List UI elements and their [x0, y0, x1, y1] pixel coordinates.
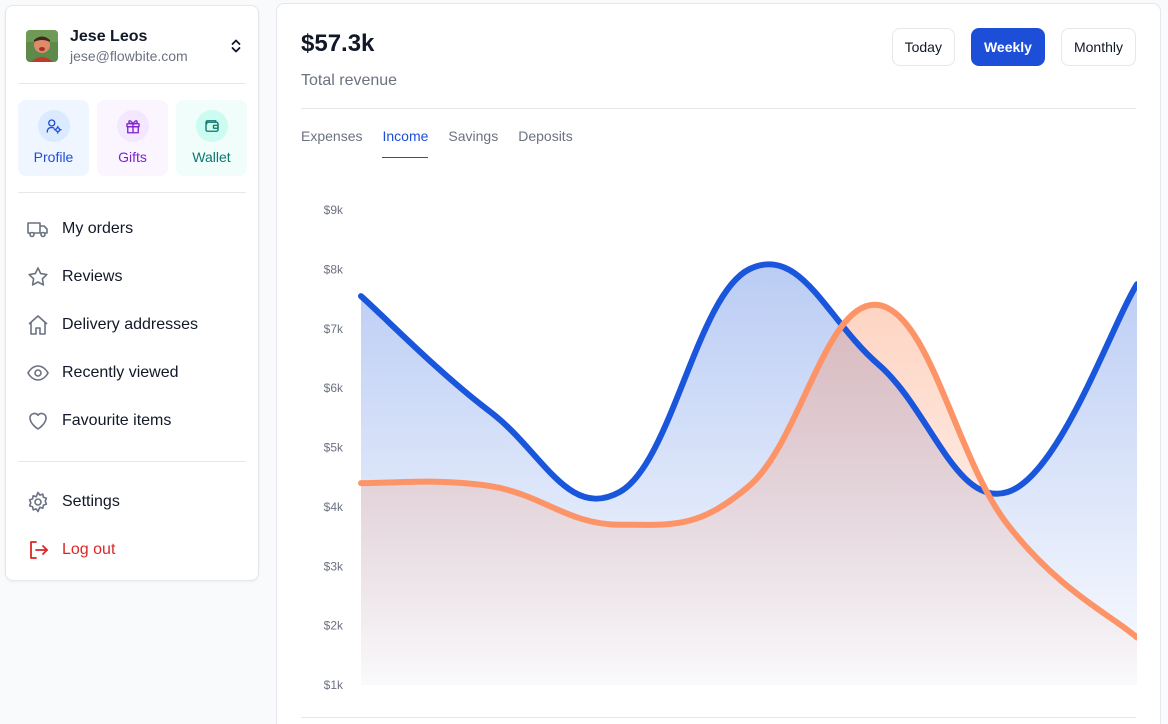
menu-item-label: Reviews: [62, 268, 123, 285]
tab-income[interactable]: Income: [382, 128, 429, 158]
y-tick-label: $3k: [324, 559, 344, 573]
profile-button[interactable]: Profile: [18, 100, 89, 176]
truck-icon: [27, 222, 48, 238]
y-tick-label: $2k: [324, 619, 344, 633]
home-icon: [28, 315, 48, 335]
wallet-icon: [195, 110, 228, 142]
user-email: jese@flowbite.com: [70, 48, 188, 64]
divider: [301, 108, 1136, 109]
tab-savings[interactable]: Savings: [448, 128, 499, 144]
heart-icon: [29, 412, 47, 430]
y-tick-label: $8k: [324, 262, 344, 276]
wallet-label: Wallet: [192, 149, 231, 165]
tab-expenses[interactable]: Expenses: [301, 128, 363, 144]
quick-actions: Profile Gifts Wallet: [18, 100, 247, 176]
series-blue-line: [358, 261, 1137, 502]
profile-label: Profile: [33, 149, 74, 165]
star-icon: [28, 267, 48, 286]
divider: [18, 192, 246, 193]
menu-item-label: Favourite items: [62, 412, 172, 429]
revenue-panel: $57.3k Total revenue Today Weekly Monthl…: [276, 3, 1161, 724]
menu-item-settings[interactable]: Settings: [18, 478, 248, 526]
user-menu-toggle[interactable]: Jese Leos jese@flowbite.com: [26, 26, 246, 66]
menu-item-label: Recently viewed: [62, 364, 179, 381]
total-revenue-label: Total revenue: [301, 72, 398, 89]
period-selector: Today Weekly Monthly: [891, 28, 1136, 66]
divider: [18, 83, 246, 84]
divider: [18, 461, 246, 462]
y-tick-label: $1k: [324, 678, 344, 692]
y-tick-label: $7k: [324, 322, 344, 336]
gear-icon: [28, 491, 48, 513]
menu-item-recently-viewed[interactable]: Recently viewed: [18, 349, 248, 397]
menu-item-label: Log out: [62, 541, 116, 558]
user-gear-icon: [37, 110, 70, 142]
period-today-button[interactable]: Today: [891, 28, 955, 66]
gifts-label: Gifts: [118, 149, 147, 165]
chevron-up-down-icon: [228, 36, 244, 56]
period-monthly-button[interactable]: Monthly: [1060, 28, 1136, 66]
menu-item-favourite-items[interactable]: Favourite items: [18, 397, 248, 445]
tab-deposits[interactable]: Deposits: [518, 128, 573, 144]
income-area-chart: $1k $2k $3k $4k $5k $6k $7k $8k $9k: [324, 203, 1137, 692]
menu-item-label: Settings: [62, 493, 120, 510]
y-tick-label: $4k: [324, 500, 344, 514]
period-weekly-button[interactable]: Weekly: [970, 28, 1045, 66]
logout-icon: [30, 541, 48, 559]
user-name: Jese Leos: [70, 28, 148, 45]
menu-item-delivery-addresses[interactable]: Delivery addresses: [18, 301, 248, 349]
series-orange-line: [358, 301, 1137, 641]
avatar: [26, 30, 58, 62]
eye-icon: [27, 365, 49, 381]
gift-icon: [116, 110, 149, 142]
sidebar: Jese Leos jese@flowbite.com Profile: [5, 5, 259, 581]
chart-tabs: Expenses Income Savings Deposits: [301, 128, 573, 158]
menu-item-label: My orders: [62, 220, 134, 237]
wallet-button[interactable]: Wallet: [176, 100, 247, 176]
total-revenue-value: $57.3k: [301, 30, 375, 57]
menu-item-log-out[interactable]: Log out: [18, 526, 248, 574]
account-menu-bottom: Settings Log out: [18, 478, 248, 574]
y-tick-label: $9k: [324, 203, 344, 217]
gifts-button[interactable]: Gifts: [97, 100, 168, 176]
menu-item-reviews[interactable]: Reviews: [18, 253, 248, 301]
divider: [301, 717, 1136, 718]
account-menu: My orders Reviews Delivery addresses Rec…: [18, 205, 248, 445]
menu-item-label: Delivery addresses: [62, 316, 199, 333]
menu-item-my-orders[interactable]: My orders: [18, 205, 248, 253]
y-tick-label: $5k: [324, 441, 344, 455]
y-tick-label: $6k: [324, 381, 344, 395]
